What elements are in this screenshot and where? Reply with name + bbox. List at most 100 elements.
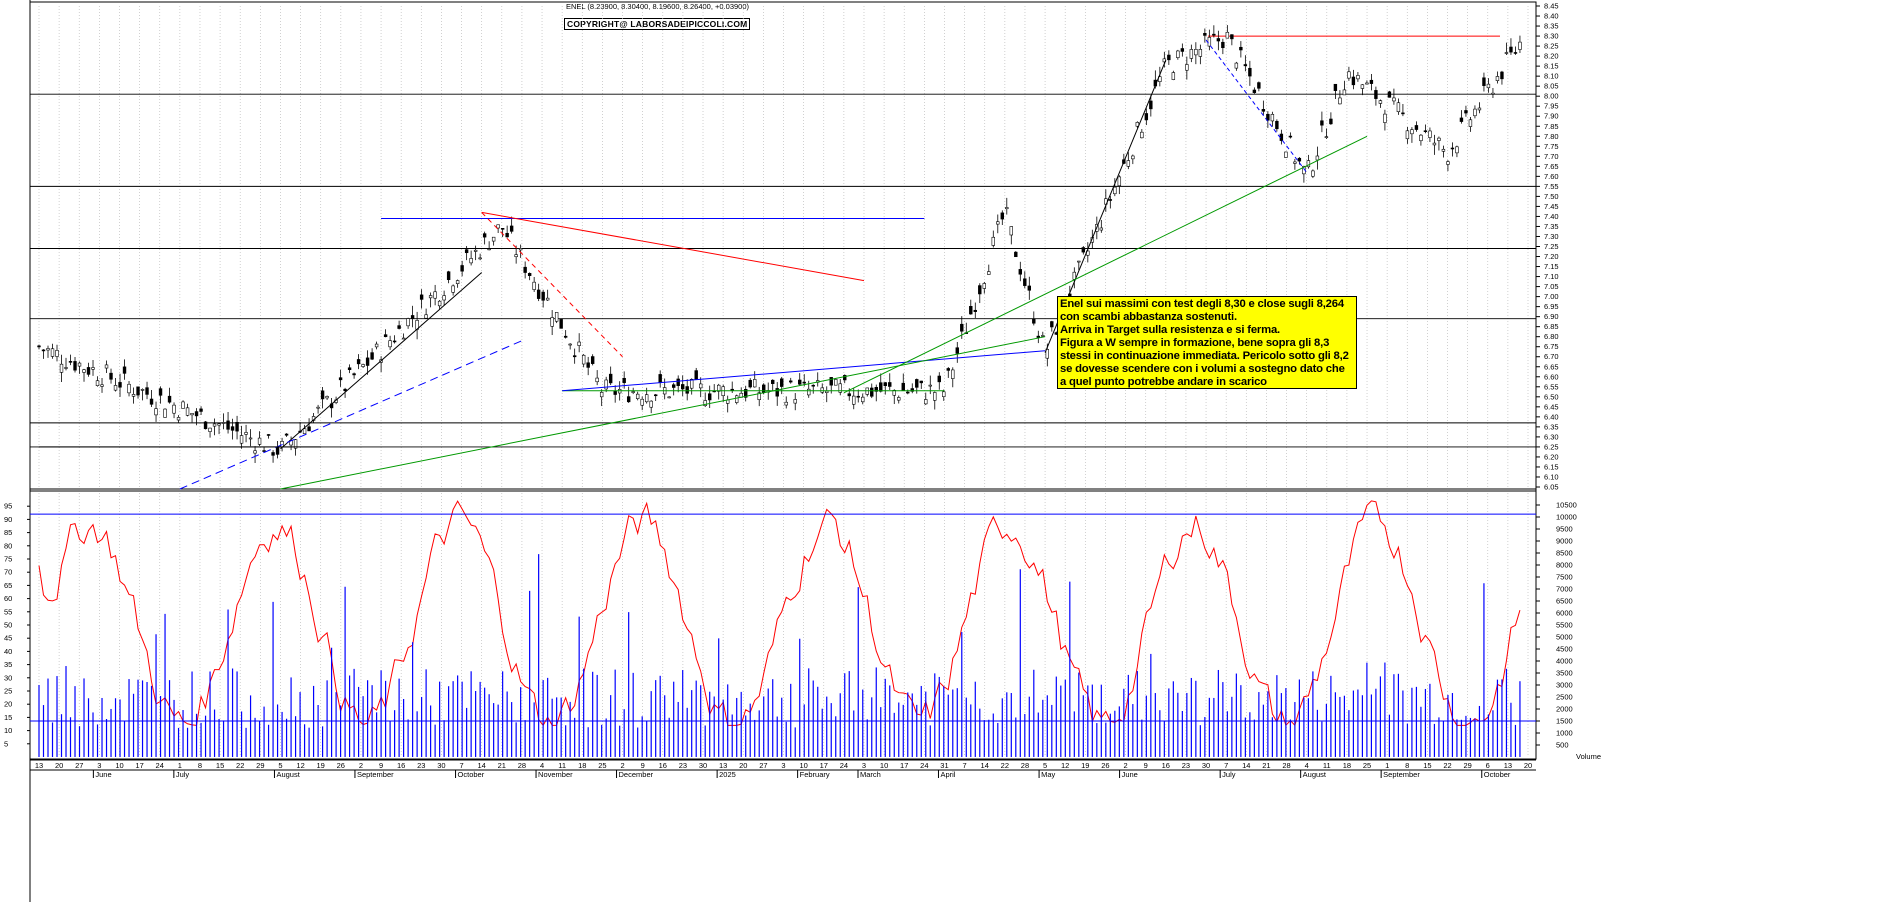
candle-body — [762, 384, 766, 393]
trendline-red — [481, 211, 865, 282]
month-label: August — [1303, 770, 1327, 779]
candle-body — [784, 401, 788, 406]
candle-body — [208, 427, 212, 432]
x-tick-label: 5 — [278, 761, 282, 770]
osc-tick-label: 15 — [4, 713, 12, 722]
candle-body — [1446, 161, 1450, 165]
x-tick-label: 24 — [920, 761, 928, 770]
candle-body — [586, 362, 590, 368]
candle-body — [1378, 100, 1383, 104]
candle-body — [194, 411, 199, 417]
candle-body — [1392, 97, 1396, 102]
candle-body — [302, 428, 307, 435]
candle-body — [424, 314, 428, 319]
x-tick-label: 19 — [1081, 761, 1089, 770]
osc-tick-label: 80 — [4, 541, 12, 550]
note-line: Arriva in Target sulla resistenza e si f… — [1060, 324, 1280, 336]
note-line: stessi in continuazione immediata. Peric… — [1060, 350, 1349, 362]
candle-body — [64, 367, 68, 369]
x-tick-label: 15 — [1423, 761, 1431, 770]
month-label: August — [276, 770, 300, 779]
candle-body — [1432, 142, 1437, 146]
candle-body — [352, 373, 356, 376]
candle-body — [1450, 147, 1455, 150]
x-tick-label: 14 — [478, 761, 486, 770]
candle-body — [1288, 135, 1293, 138]
osc-tick-label: 20 — [4, 700, 12, 709]
candle-body — [1077, 260, 1081, 263]
x-tick-label: 3 — [97, 761, 101, 770]
candle-body — [487, 248, 491, 251]
candle-body — [104, 364, 109, 369]
candle-body — [1374, 90, 1378, 99]
candle-body — [383, 334, 388, 338]
price-tick-label: 8.45 — [1544, 2, 1559, 11]
price-tick-label: 7.05 — [1544, 282, 1559, 291]
volume-tick-label: 6500 — [1556, 597, 1573, 606]
volume-tick-label: 10500 — [1556, 501, 1577, 510]
trendline-black — [280, 272, 483, 450]
candle-body — [1167, 54, 1171, 61]
oscillator-panel-frame — [29, 488, 1537, 760]
note-line: Figura a W sempre in formazione, bene so… — [1060, 337, 1330, 349]
candle-body — [1257, 82, 1261, 89]
x-tick-label: 30 — [437, 761, 445, 770]
candle-body — [942, 391, 946, 397]
price-tick-label: 7.70 — [1544, 152, 1559, 161]
volume-tick-label: 2000 — [1556, 705, 1573, 714]
candle-body — [1171, 72, 1176, 80]
x-tick-label: 18 — [1343, 761, 1351, 770]
candle-body — [505, 232, 509, 238]
x-tick-label: 29 — [256, 761, 264, 770]
price-tick-label: 6.95 — [1544, 302, 1559, 311]
candle-body — [978, 285, 982, 295]
candle-body — [982, 283, 986, 289]
candle-body — [262, 450, 266, 452]
candle-body — [1009, 226, 1013, 236]
candle-body — [446, 271, 451, 281]
candle-body — [410, 315, 415, 319]
trendline-blue-dashed — [1205, 39, 1308, 173]
candle-body — [996, 221, 1000, 225]
candle-body — [370, 352, 374, 360]
candle-body — [253, 450, 257, 454]
x-tick-label: 22 — [1001, 761, 1009, 770]
candle-body — [1189, 49, 1194, 59]
candle-body — [122, 366, 127, 374]
candle-body — [568, 343, 572, 346]
price-tick-label: 6.80 — [1544, 332, 1559, 341]
candle-body — [374, 343, 379, 348]
candle-body — [1351, 76, 1356, 86]
candle-body — [1423, 130, 1428, 133]
candle-body — [1464, 110, 1468, 114]
candle-body — [626, 396, 631, 403]
candle-body — [478, 257, 482, 260]
x-tick-label: 9 — [1144, 761, 1148, 770]
candle-body — [221, 422, 226, 424]
osc-tick-label: 40 — [4, 647, 12, 656]
candle-body — [708, 393, 712, 401]
candle-body — [554, 312, 559, 322]
candle-body — [856, 395, 860, 398]
candle-body — [1419, 134, 1423, 142]
x-tick-label: 25 — [598, 761, 606, 770]
candle-body — [883, 382, 887, 387]
candle-body — [401, 337, 406, 340]
candle-body — [834, 379, 838, 386]
candle-body — [987, 271, 991, 275]
candle-body — [1491, 92, 1495, 95]
volume-tick-label: 3500 — [1556, 669, 1573, 678]
candle-body — [118, 382, 122, 388]
candle-body — [469, 258, 473, 264]
candle-body — [428, 295, 433, 299]
note-line: se dovesse scendere con i volumi a soste… — [1060, 363, 1345, 375]
candle-body — [910, 388, 914, 392]
candle-body — [248, 437, 253, 440]
candle-body — [680, 384, 685, 390]
candle-body — [928, 384, 932, 387]
candle-body — [973, 309, 977, 312]
osc-tick-label: 35 — [4, 660, 12, 669]
price-tick-label: 6.90 — [1544, 312, 1559, 321]
osc-tick-label: 55 — [4, 607, 12, 616]
candle-body — [1315, 155, 1320, 161]
